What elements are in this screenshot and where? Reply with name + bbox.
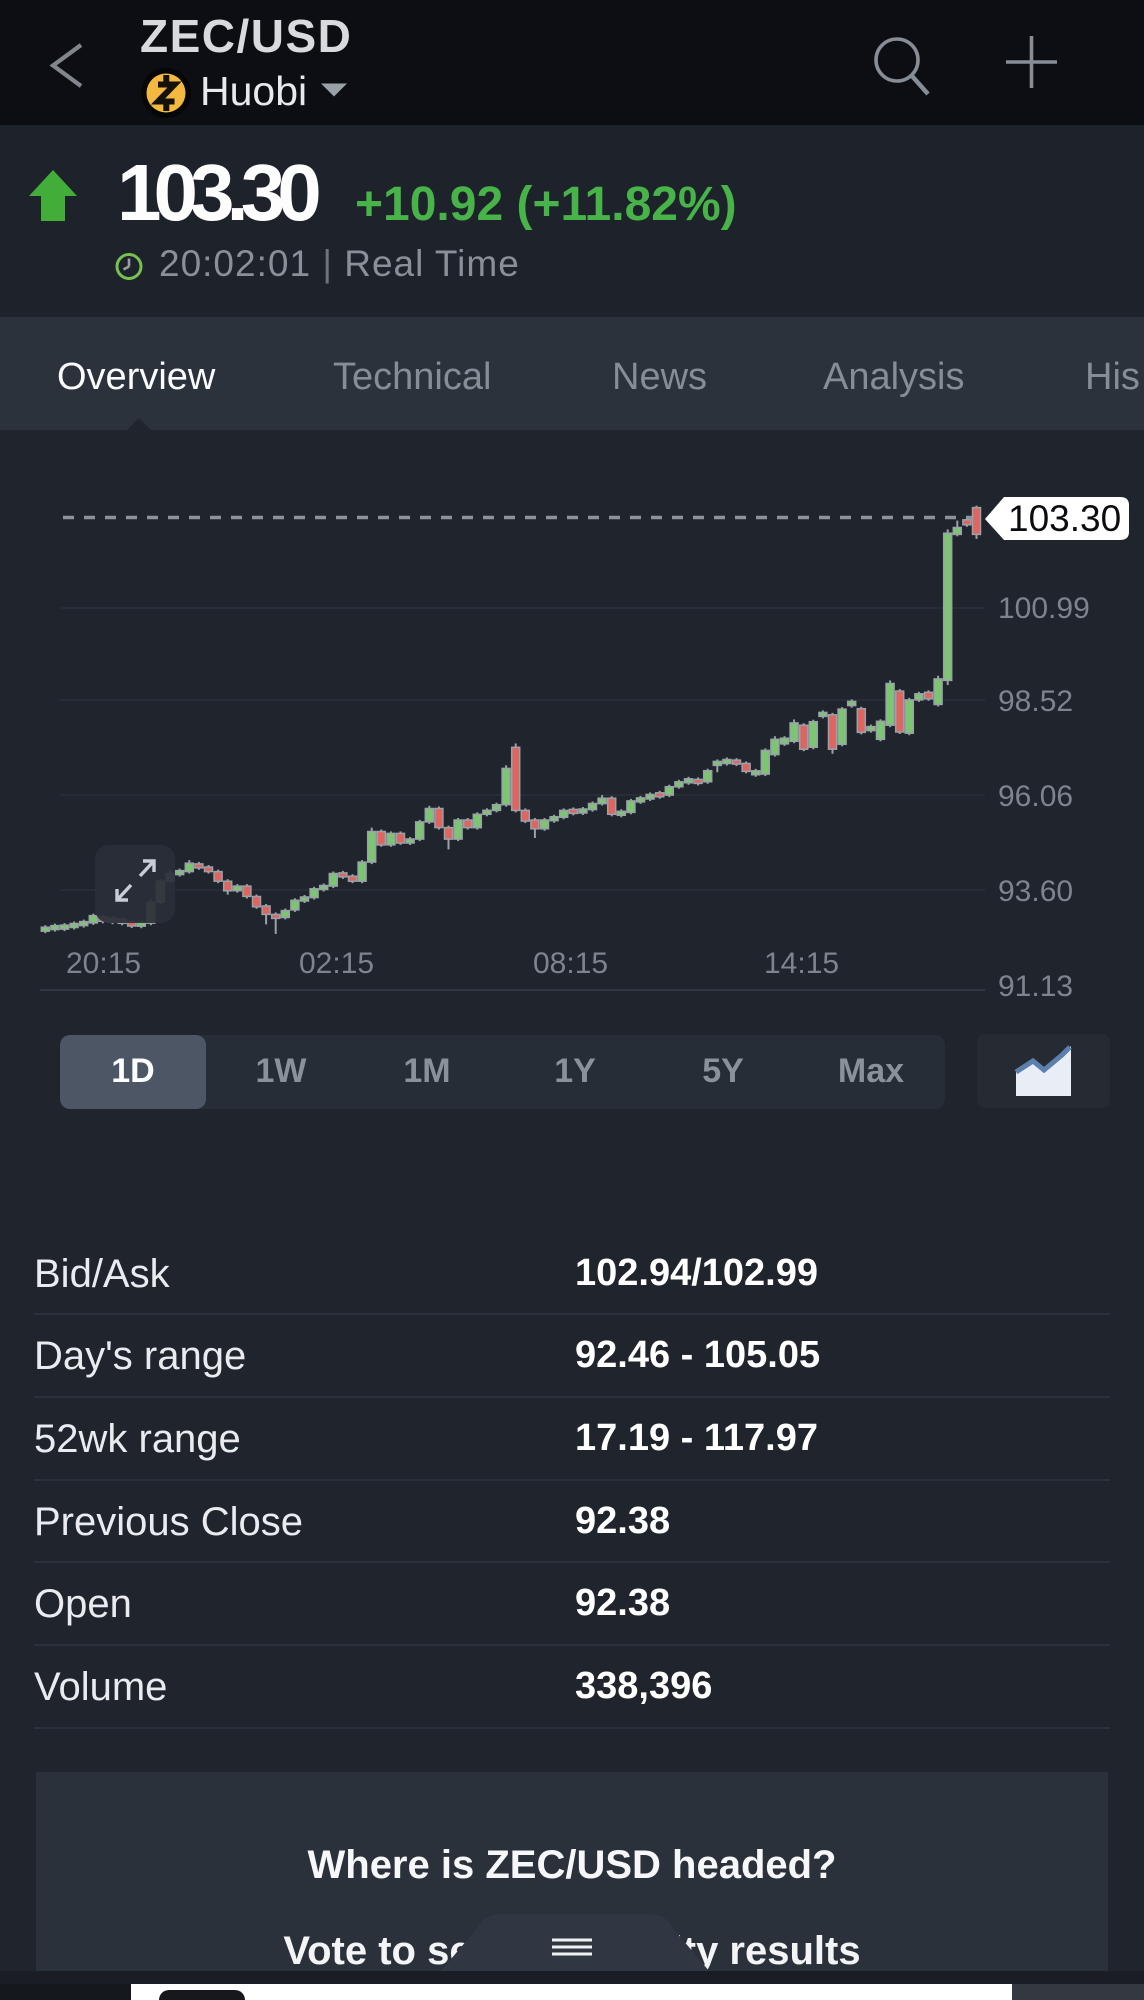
svg-text:100.99: 100.99 [998,592,1090,625]
svg-text:14:15: 14:15 [764,947,839,980]
svg-text:02:15: 02:15 [299,947,374,980]
svg-text:08:15: 08:15 [533,947,608,980]
svg-text:20:15: 20:15 [66,947,141,980]
svg-text:98.52: 98.52 [998,685,1073,718]
svg-text:103.30: 103.30 [1008,498,1121,539]
svg-text:93.60: 93.60 [998,875,1073,908]
svg-text:96.06: 96.06 [998,780,1073,813]
svg-text:91.13: 91.13 [998,970,1073,1003]
